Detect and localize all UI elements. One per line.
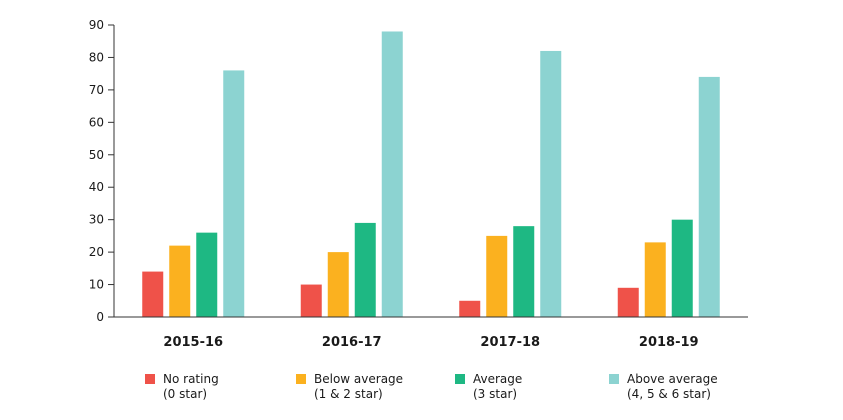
legend-label-line: No rating	[163, 372, 219, 386]
legend-swatch	[609, 374, 619, 384]
bar-2018-19-series-0	[617, 287, 639, 317]
x-category-label: 2017-18	[480, 335, 540, 350]
bar-2015-16-series-2	[196, 232, 218, 317]
bar-2018-19-series-1	[644, 242, 666, 317]
y-axis: 0 10 20 30 40 50 60 70 80 90	[89, 18, 115, 324]
bar-2018-19-series-2	[671, 219, 693, 317]
x-category-label: 2016-17	[322, 335, 382, 350]
bar-2015-16-series-0	[142, 271, 164, 317]
y-tick-label: 90	[89, 18, 104, 32]
y-tick-label: 80	[89, 50, 104, 64]
legend-item: Above average(4, 5 & 6 star)	[609, 372, 718, 401]
bar-2016-17-series-3	[381, 31, 403, 317]
legend-item: No rating(0 star)	[145, 372, 219, 401]
legend-label-line: (1 & 2 star)	[314, 387, 383, 401]
legend-swatch	[296, 374, 306, 384]
bar-2015-16-series-1	[169, 245, 191, 317]
x-category-label: 2018-19	[639, 335, 699, 350]
legend-label-line: (4, 5 & 6 star)	[627, 387, 711, 401]
y-tick-label: 20	[89, 245, 104, 259]
bar-2017-18-series-3	[540, 50, 562, 317]
legend-label-line: Average	[473, 372, 522, 386]
legend-item: Average(3 star)	[455, 372, 522, 401]
legend: No rating(0 star) Below average(1 & 2 sta…	[145, 372, 718, 401]
legend-label-line: Below average	[314, 372, 403, 386]
bars	[142, 31, 720, 318]
y-tick-label: 60	[89, 115, 104, 129]
y-tick-label: 40	[89, 180, 104, 194]
bar-2017-18-series-2	[513, 226, 535, 317]
legend-swatch	[145, 374, 155, 384]
legend-swatch	[455, 374, 465, 384]
bar-2017-18-series-0	[459, 300, 481, 317]
legend-label-line: (3 star)	[473, 387, 517, 401]
y-tick-label: 0	[96, 310, 104, 324]
y-tick-label: 50	[89, 148, 104, 162]
bar-2016-17-series-1	[327, 252, 349, 317]
y-tick-label: 30	[89, 213, 104, 227]
x-axis: 2015-16 2016-17 2017-18 2018-19	[114, 316, 748, 350]
x-category-label: 2015-16	[163, 335, 223, 350]
legend-item: Below average(1 & 2 star)	[296, 372, 403, 401]
legend-label-line: Above average	[627, 372, 718, 386]
bar-2017-18-series-1	[486, 235, 508, 317]
bar-2016-17-series-2	[354, 222, 376, 317]
bar-2015-16-series-3	[223, 70, 245, 317]
y-tick-label: 10	[89, 278, 104, 292]
bar-2016-17-series-0	[300, 284, 322, 317]
bar-2018-19-series-3	[698, 76, 720, 318]
legend-label-line: (0 star)	[163, 387, 207, 401]
y-tick-label: 70	[89, 83, 104, 97]
